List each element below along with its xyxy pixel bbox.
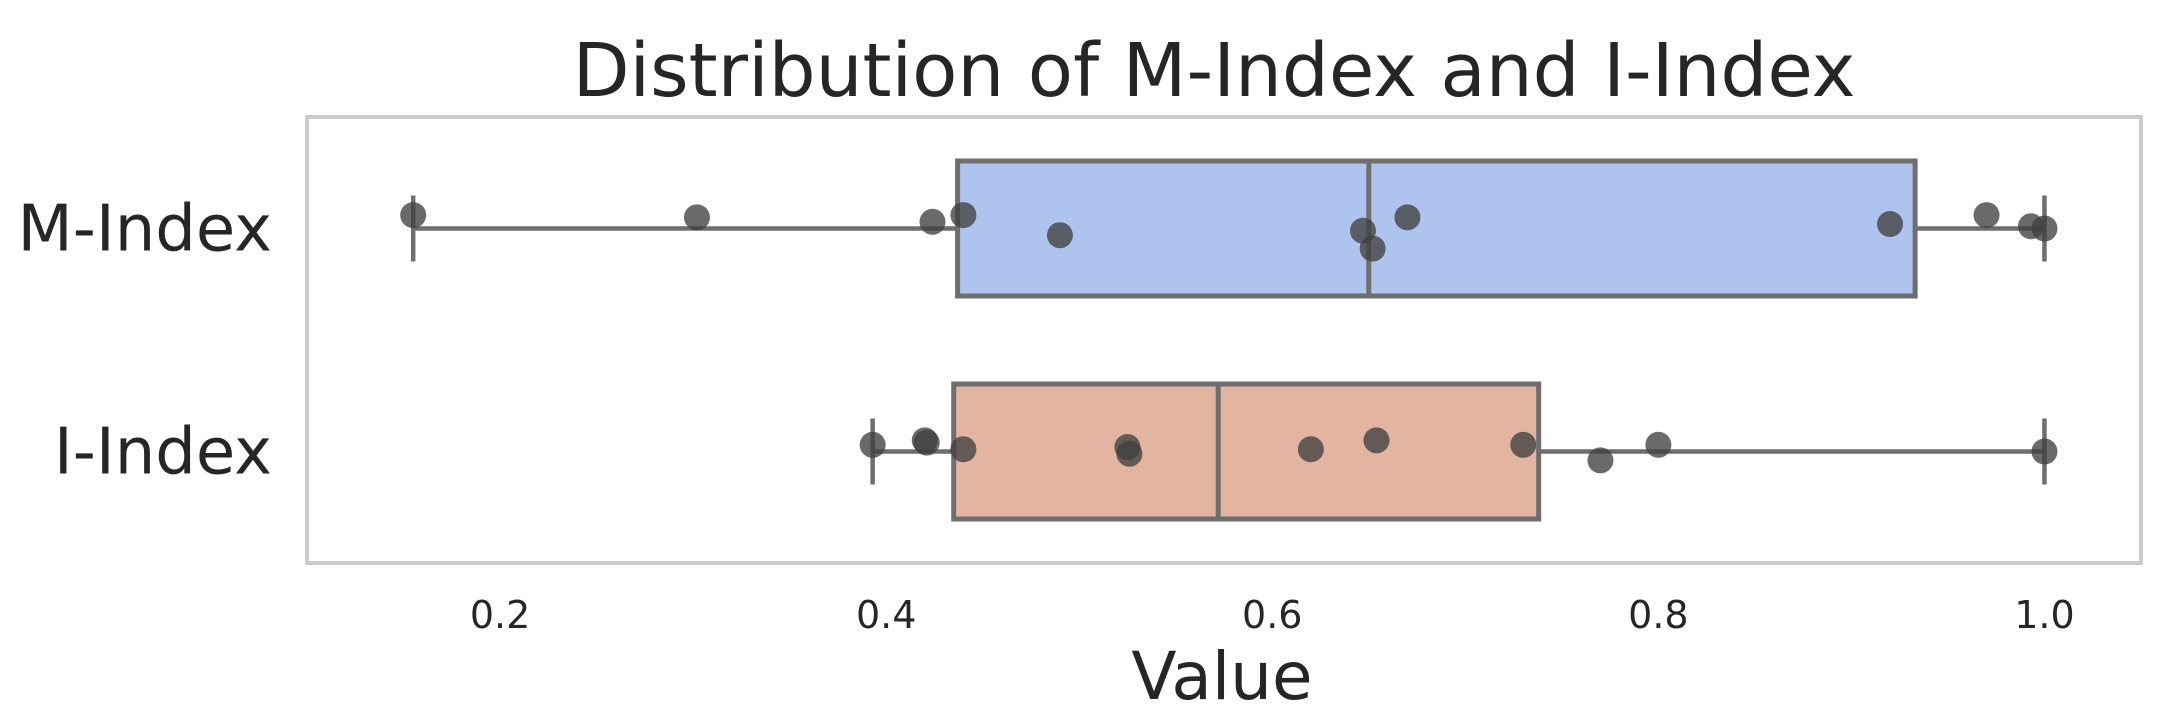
x-axis-label: Value — [1131, 638, 1312, 715]
data-point — [400, 202, 427, 229]
data-point — [1645, 431, 1672, 458]
data-point — [683, 204, 710, 231]
x-tick-label: 0.4 — [856, 593, 916, 637]
data-point — [1973, 202, 2000, 229]
box-group-i-index — [859, 381, 2058, 522]
y-tick-label: M-Index — [18, 193, 273, 267]
data-point — [2031, 215, 2058, 242]
iqr-box — [955, 158, 1918, 299]
data-point — [950, 436, 977, 463]
data-point — [1394, 204, 1421, 231]
data-point — [1363, 427, 1390, 454]
x-tick-label: 0.8 — [1628, 593, 1688, 637]
data-point — [859, 431, 886, 458]
data-point — [913, 429, 940, 456]
iqr-box — [951, 381, 1542, 522]
data-point — [1359, 235, 1386, 262]
data-point — [2031, 438, 2058, 465]
y-tick-labels: M-Index I-Index — [18, 193, 273, 490]
data-point — [1046, 222, 1073, 249]
data-point — [1116, 440, 1143, 467]
chart-title: Distribution of M-Index and I-Index — [573, 28, 1856, 114]
data-point — [919, 208, 946, 235]
data-point — [1297, 436, 1324, 463]
x-tick-label: 1.0 — [2014, 593, 2074, 637]
y-tick-label: I-Index — [54, 416, 272, 490]
plot-area — [400, 158, 2058, 522]
x-tick-label: 0.6 — [1242, 593, 1302, 637]
plot-frame — [305, 115, 2143, 565]
x-tick-labels: 0.2 0.4 0.6 0.8 1.0 — [470, 593, 2075, 637]
data-point — [1510, 431, 1537, 458]
data-point — [1877, 211, 1904, 238]
data-point — [1587, 447, 1614, 474]
x-tick-label: 0.2 — [470, 593, 530, 637]
box-group-m-index — [400, 158, 2058, 299]
data-point — [950, 202, 977, 229]
